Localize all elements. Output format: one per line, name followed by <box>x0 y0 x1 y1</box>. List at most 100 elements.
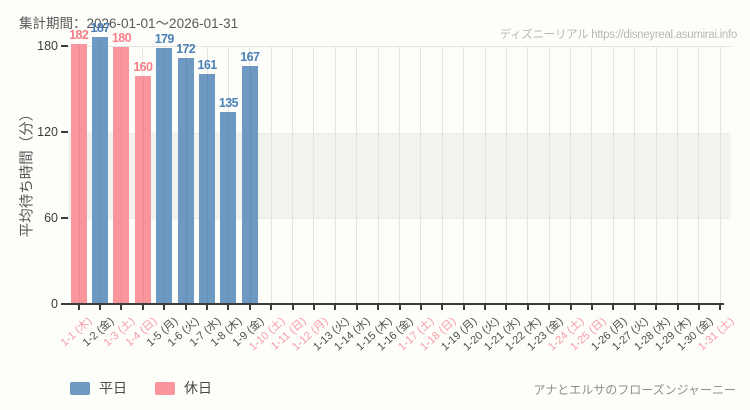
x-tick <box>398 305 401 310</box>
x-tick <box>270 305 273 310</box>
bar-value-label: 135 <box>218 95 239 110</box>
wait-time-bar <box>156 48 173 305</box>
gridline <box>399 47 400 305</box>
gridline <box>356 47 358 305</box>
gridline <box>313 47 315 305</box>
x-axis-line <box>66 303 724 305</box>
x-tick <box>697 305 700 310</box>
x-tick <box>419 305 422 310</box>
bar-value-label: 161 <box>197 58 217 73</box>
legend: 平日 休日 <box>70 378 212 398</box>
gridline <box>677 47 679 305</box>
x-tick <box>719 305 722 310</box>
legend-swatch-weekday <box>70 381 90 395</box>
x-tick <box>120 305 123 310</box>
gridline <box>463 47 465 305</box>
gridline <box>527 47 529 305</box>
bar-value-label: 182 <box>69 28 89 43</box>
x-tick <box>590 305 593 310</box>
x-tick <box>206 305 209 310</box>
plot-area: 182 187 180 160 179 172 161 135 167 <box>68 21 731 305</box>
bar-value-label: 160 <box>133 59 153 74</box>
legend-item-holiday: 休日 <box>155 378 212 398</box>
x-tick <box>526 305 529 310</box>
x-tick <box>612 305 615 310</box>
legend-label-holiday: 休日 <box>184 380 212 396</box>
gridline <box>505 47 507 305</box>
x-tick <box>676 305 679 310</box>
gridline <box>719 47 721 305</box>
wait-time-bar <box>177 58 194 305</box>
x-tick <box>377 305 380 310</box>
bar-gridline-stripe <box>249 65 251 305</box>
wait-time-bar <box>199 74 216 305</box>
bar-gridline-stripe <box>121 47 123 305</box>
y-tick-label: 0 <box>51 297 58 311</box>
x-tick <box>633 305 636 310</box>
bar-value-label: 172 <box>176 42 196 57</box>
x-tick <box>312 305 315 310</box>
y-tick <box>61 45 68 47</box>
legend-label-weekday: 平日 <box>99 380 127 396</box>
x-tick <box>163 305 166 310</box>
chart-title: 集計期間：2026-01-01～2026-01-31 <box>19 16 239 31</box>
x-tick <box>355 305 358 310</box>
bar-gridline-stripe <box>78 44 80 305</box>
x-tick <box>441 305 444 310</box>
bar-gridline-stripe <box>100 36 102 305</box>
wait-time-bar <box>92 36 109 305</box>
x-tick <box>227 305 230 310</box>
bar-gridline-stripe <box>228 111 230 305</box>
wait-time-bar <box>241 65 258 305</box>
gridline <box>591 47 593 305</box>
x-tick <box>334 305 337 310</box>
wait-time-bar <box>220 111 237 305</box>
x-tick <box>655 305 658 310</box>
y-tick-label: 60 <box>44 211 58 225</box>
gridline <box>292 47 294 305</box>
x-axis-ticks <box>68 305 731 311</box>
legend-item-weekday: 平日 <box>70 378 127 398</box>
x-tick <box>462 305 465 310</box>
gridline <box>548 47 550 305</box>
x-tick <box>77 305 80 310</box>
gridline <box>698 47 700 305</box>
x-tick <box>505 305 508 310</box>
y-tick <box>61 217 68 219</box>
bar-value-label: 180 <box>111 31 132 45</box>
x-tick <box>184 305 187 310</box>
gridline <box>634 47 636 305</box>
y-tick <box>61 303 68 305</box>
bar-gridline-stripe <box>185 58 187 305</box>
x-tick <box>248 305 251 310</box>
wait-time-bar <box>70 44 87 305</box>
y-tick <box>61 131 68 133</box>
gridline <box>484 47 486 305</box>
attraction-name: アナとエルサのフローズンジャーニー <box>533 383 736 397</box>
gridline <box>655 47 657 305</box>
x-tick <box>99 305 102 310</box>
bar-value-label: 167 <box>240 49 260 64</box>
bar-gridline-stripe <box>207 74 209 305</box>
gridline <box>570 47 572 305</box>
x-tick <box>291 305 294 310</box>
gridline <box>612 47 614 305</box>
x-tick <box>548 305 551 310</box>
bar-value-label: 179 <box>154 32 175 47</box>
bar-gridline-stripe <box>164 48 166 305</box>
gridline <box>420 47 422 305</box>
legend-swatch-holiday <box>155 381 175 395</box>
x-tick <box>484 305 487 310</box>
x-tick <box>569 305 572 310</box>
bar-value-label: 187 <box>90 20 111 35</box>
watermark: ディズニーリアル https://disneyreal.asumirai.inf… <box>499 29 738 41</box>
gridline <box>334 47 336 305</box>
y-tick-label: 180 <box>37 39 58 53</box>
x-tick <box>141 305 144 310</box>
gridline <box>270 47 272 305</box>
bar-gridline-stripe <box>142 75 144 305</box>
wait-time-bar <box>113 47 130 305</box>
gridline <box>441 47 443 305</box>
wait-time-bar <box>134 75 151 305</box>
